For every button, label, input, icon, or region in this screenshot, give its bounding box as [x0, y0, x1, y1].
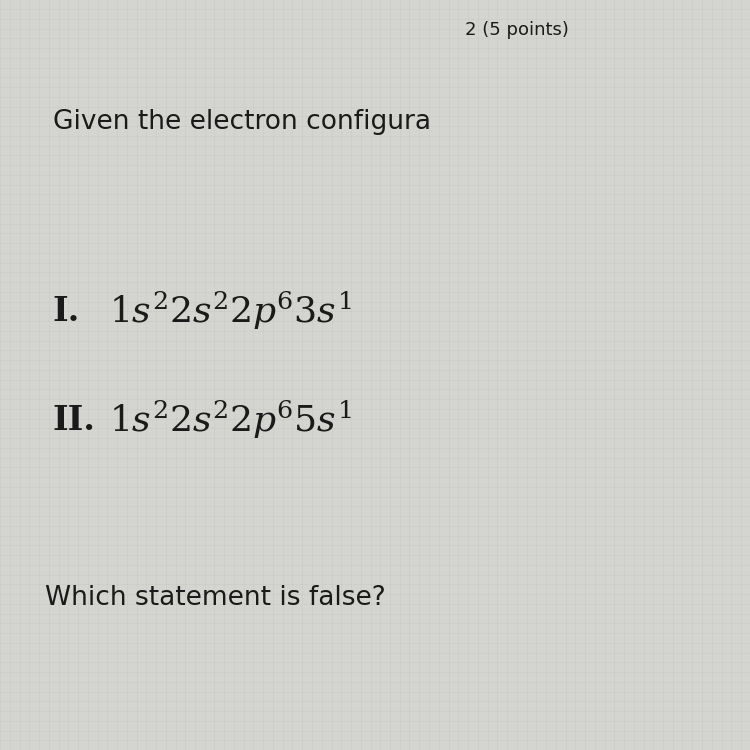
- Text: I.: I.: [53, 295, 80, 328]
- Text: Given the electron configura: Given the electron configura: [53, 109, 430, 135]
- Text: II.: II.: [53, 404, 95, 436]
- Text: $\mathit{1s^{2}2s^{2}2p^{6}3s^{1}}$: $\mathit{1s^{2}2s^{2}2p^{6}3s^{1}}$: [109, 290, 351, 332]
- Text: $\mathit{1s^{2}2s^{2}2p^{6}5s^{1}}$: $\mathit{1s^{2}2s^{2}2p^{6}5s^{1}}$: [109, 399, 351, 441]
- Text: Which statement is false?: Which statement is false?: [45, 585, 386, 611]
- Text: 2 (5 points): 2 (5 points): [465, 21, 568, 39]
